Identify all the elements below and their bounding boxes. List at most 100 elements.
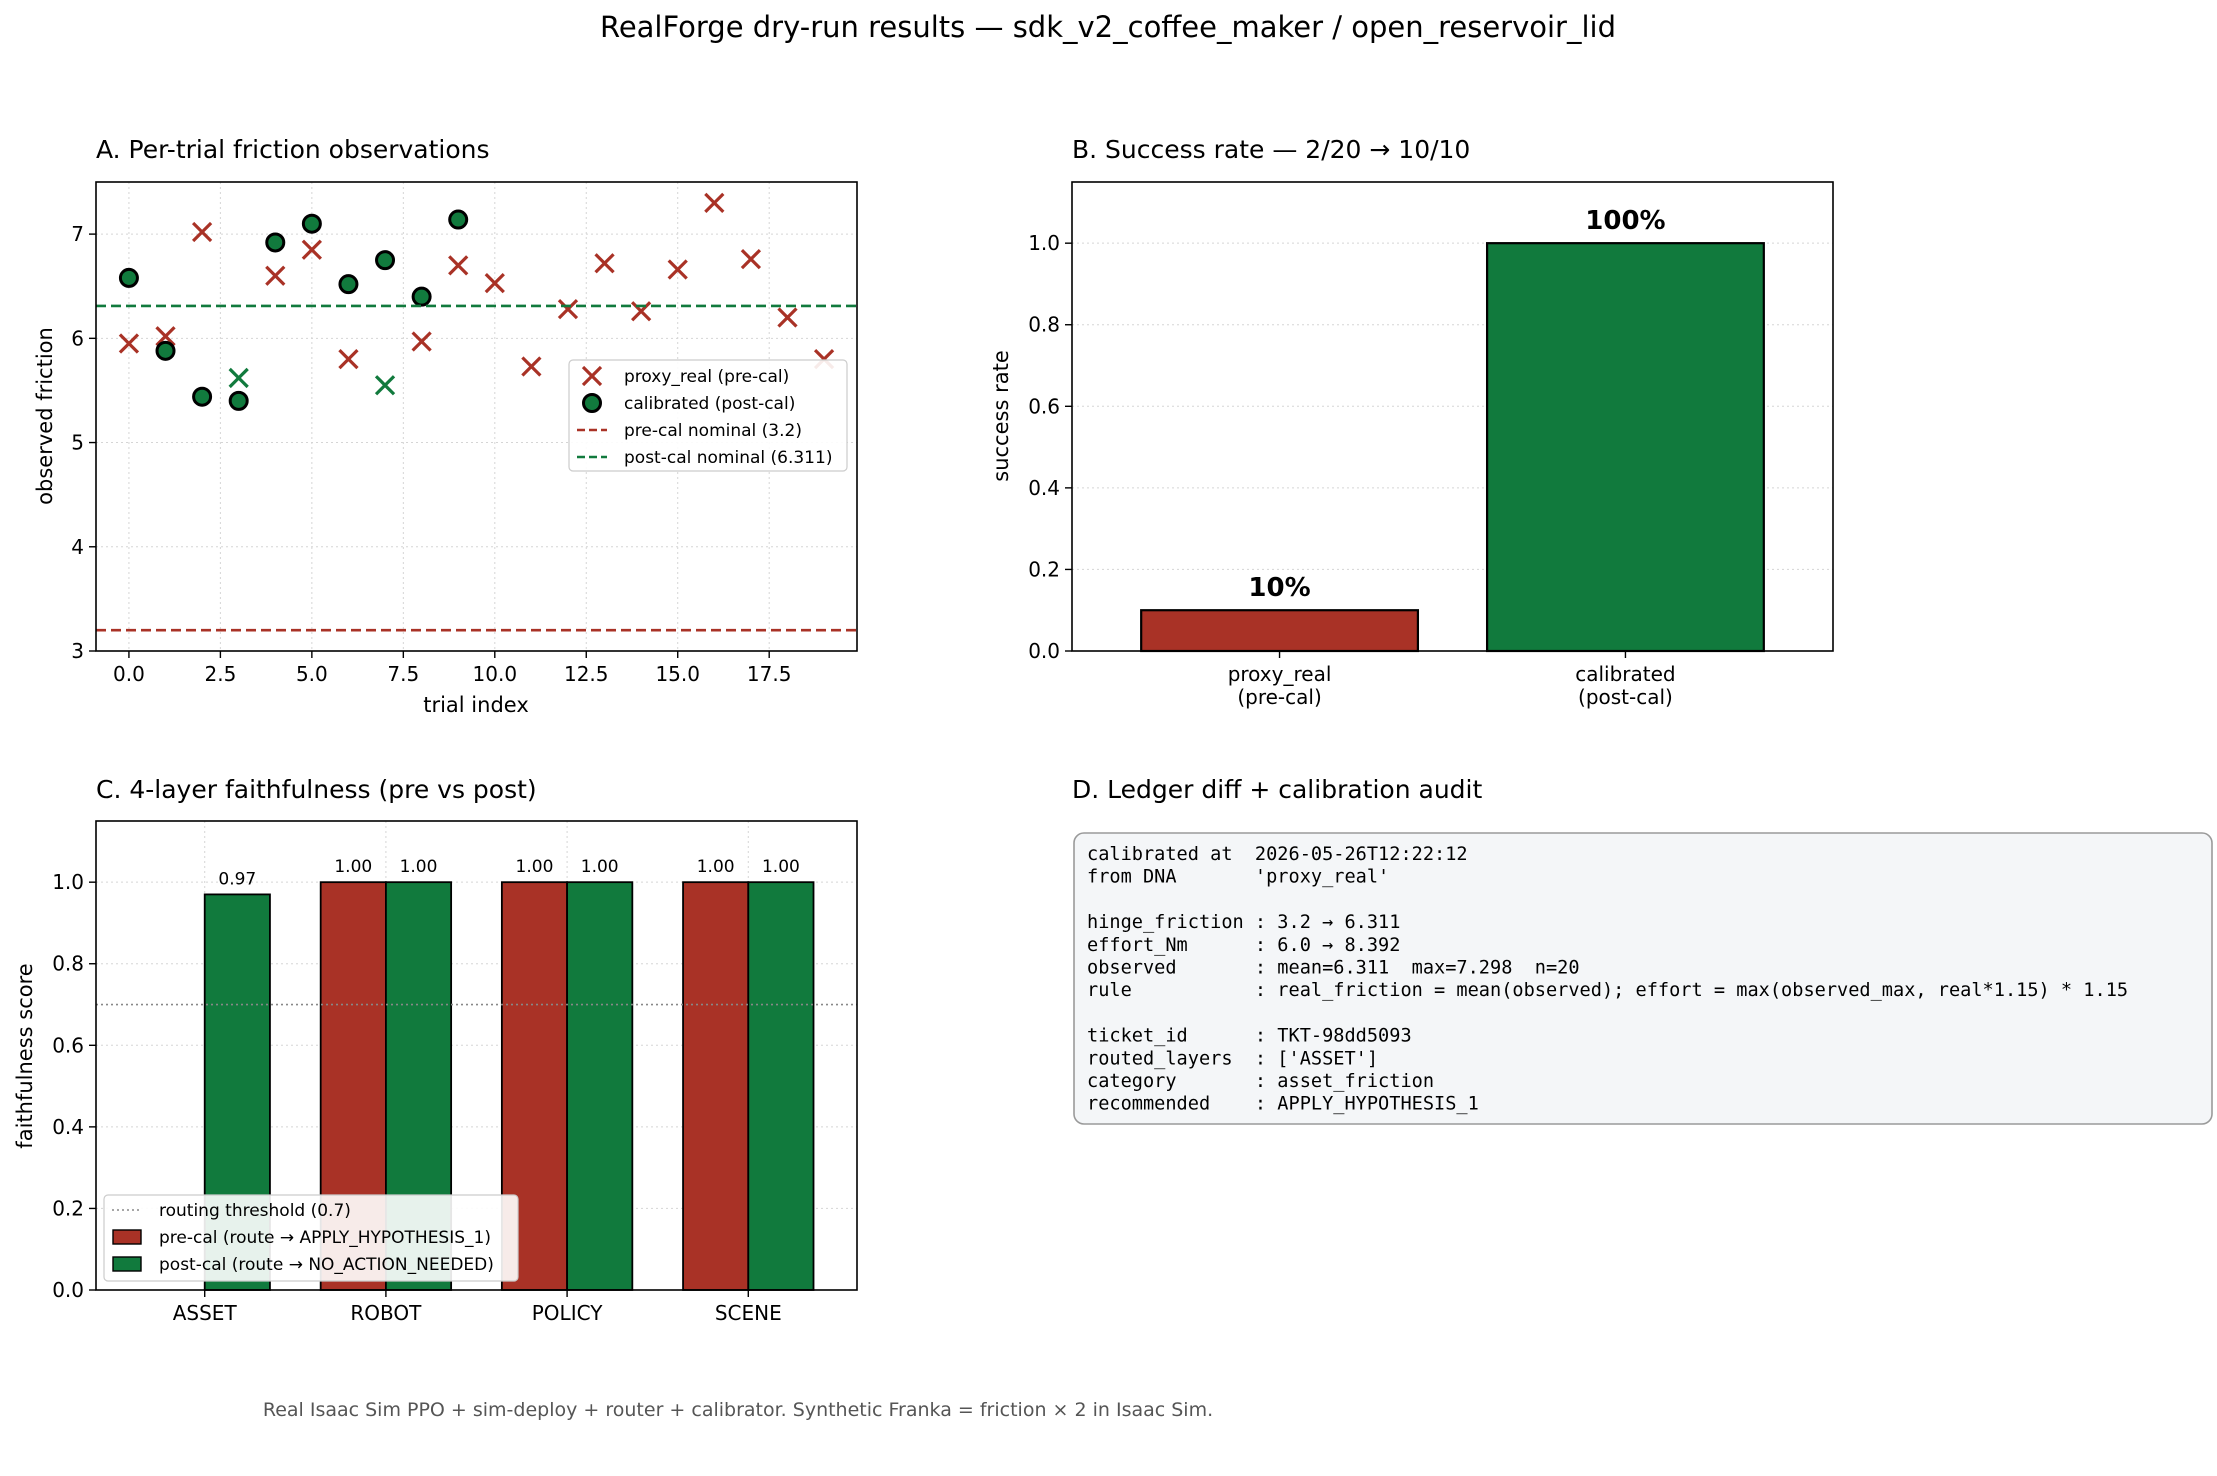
panel-a-circle-marker xyxy=(375,250,396,271)
panel-a-x-marker xyxy=(155,326,176,347)
panel-a-x-marker xyxy=(631,301,652,322)
panel-a-xtick-label: 15.0 xyxy=(655,662,700,686)
panel-d-audit: D. Ledger diff + calibration audit calib… xyxy=(1072,775,2213,1125)
panel-a-x-marker-stroke-2 xyxy=(594,253,615,274)
panel-a-x-marker xyxy=(448,255,469,276)
panel-a-ytick-label: 7 xyxy=(71,222,84,246)
audit-line: recommended : APPLY_HYPOTHESIS_1 xyxy=(1087,1094,1479,1115)
panel-b-ytick-label: 0.0 xyxy=(1028,639,1060,663)
panel-b-ytick-label: 0.4 xyxy=(1028,476,1060,500)
panel-a-scatter: A. Per-trial friction observations 0.0 2.… xyxy=(33,135,858,717)
panel-a-x-marker xyxy=(374,375,396,396)
panel-a-legend-x-swatch-stroke-2 xyxy=(581,365,603,387)
panel-a-xtick-label: 5.0 xyxy=(296,662,328,686)
panel-b-frame xyxy=(1071,181,1834,652)
panel-a-circle-marker xyxy=(192,386,213,407)
panel-a-x-marker xyxy=(521,356,542,377)
panel-b-xtick-label: calibrated xyxy=(1575,662,1675,686)
panel-a-circle-marker xyxy=(301,213,322,234)
panel-a-x-marker-stroke-2 xyxy=(777,307,798,328)
panel-a-x-marker-stroke-2 xyxy=(411,331,432,352)
panel-c-bar-label: 1.00 xyxy=(400,857,438,877)
panel-c-bar-label: 1.00 xyxy=(581,857,619,877)
audit-line: routed_layers : ['ASSET'] xyxy=(1087,1048,1378,1069)
panel-c-xtick-label: ASSET xyxy=(173,1301,238,1325)
panel-a-circle-marker xyxy=(118,267,139,288)
panel-a-x-marker xyxy=(191,221,213,243)
panel-a-ytick-label: 5 xyxy=(71,431,84,455)
audit-line: hinge_friction : 3.2 → 6.311 xyxy=(1087,912,1400,933)
audit-line: calibrated at 2026-05-26T12:22:12 xyxy=(1087,844,1468,865)
panel-a-x-marker-stroke-2 xyxy=(265,265,286,286)
panel-b-ytick-label: 0.8 xyxy=(1028,313,1060,337)
panel-b-ytick-label: 0.6 xyxy=(1028,394,1060,418)
panel-a-x-marker-stroke-2 xyxy=(374,375,396,396)
panel-a-frame xyxy=(95,181,858,652)
panel-a-x-marker-stroke-2 xyxy=(301,239,322,260)
panel-c-title: C. 4-layer faithfulness (pre vs post) xyxy=(96,775,537,804)
panel-b-value-label: 100% xyxy=(1585,206,1665,236)
panel-a-xtick-label: 12.5 xyxy=(564,662,609,686)
panel-c-frame xyxy=(95,820,858,1291)
panel-b-ytick-label: 0.2 xyxy=(1028,557,1060,581)
panel-b-xtick-label: proxy_real xyxy=(1228,662,1332,686)
panel-a-circle-marker xyxy=(228,390,249,411)
panel-c-legend-swatch xyxy=(112,1256,142,1272)
panel-a-x-marker xyxy=(557,299,579,320)
panel-a-x-marker-stroke-2 xyxy=(631,301,652,322)
panel-a-xtick-label: 0.0 xyxy=(113,662,145,686)
panel-c-bar xyxy=(747,881,815,1291)
panel-c-legend-label: routing threshold (0.7) xyxy=(159,1201,351,1221)
panel-c-bar-label: 1.00 xyxy=(334,857,372,877)
panel-a-x-marker xyxy=(667,259,688,280)
panel-a-xlabel: trial index xyxy=(423,693,529,717)
panel-c-ytick-label: 0.0 xyxy=(52,1278,84,1302)
panel-a-legend-label: pre-cal nominal (3.2) xyxy=(624,421,802,441)
panel-c-bar xyxy=(682,881,750,1291)
panel-a-circle-marker xyxy=(338,274,359,295)
panel-a-ytick-label: 4 xyxy=(71,535,84,559)
panel-a-circle-marker xyxy=(265,232,286,253)
panel-c-bar-label: 1.00 xyxy=(697,857,735,877)
panel-a-ytick-label: 3 xyxy=(71,639,84,663)
panel-c-bar-label: 0.97 xyxy=(218,869,256,889)
panel-a-legend: proxy_real (pre-cal) calibrated (post-cal… xyxy=(568,359,848,472)
panel-a-xtick-label: 10.0 xyxy=(473,662,518,686)
figure-title: RealForge dry-run results — sdk_v2_coffe… xyxy=(600,10,1616,44)
panel-a-x-marker-stroke-2 xyxy=(484,272,505,294)
panel-a-legend-label: calibrated (post-cal) xyxy=(624,394,795,414)
panel-c-xtick-label: SCENE xyxy=(715,1301,782,1325)
panel-a-x-marker-stroke-2 xyxy=(191,221,213,243)
panel-b-bar xyxy=(1485,242,1765,653)
panel-a-xtick-label: 7.5 xyxy=(387,662,419,686)
panel-c-bar-label: 1.00 xyxy=(516,857,554,877)
panel-a-x-marker-stroke-2 xyxy=(557,299,579,320)
panel-a-x-marker-stroke-2 xyxy=(228,367,249,389)
audit-line: effort_Nm : 6.0 → 8.392 xyxy=(1087,935,1400,956)
audit-line: observed : mean=6.311 max=7.298 n=20 xyxy=(1087,958,1580,979)
panel-c-legend-swatch xyxy=(112,1229,142,1245)
panel-a-x-marker xyxy=(484,272,505,294)
panel-a-circle-marker xyxy=(411,286,432,307)
panel-a-x-marker xyxy=(704,192,725,213)
panel-a-x-marker-stroke-2 xyxy=(521,356,542,377)
panel-c-legend: routing threshold (0.7) pre-cal (route → … xyxy=(103,1194,519,1282)
panel-a-legend-circle-swatch xyxy=(582,393,602,413)
panel-a-x-marker xyxy=(118,333,140,354)
panel-a-x-marker-stroke-2 xyxy=(704,192,725,213)
panel-a-x-marker xyxy=(228,367,249,389)
panel-c-bar xyxy=(566,881,634,1291)
panel-a-x-marker xyxy=(411,331,432,352)
panel-a-xtick-label: 2.5 xyxy=(204,662,236,686)
panel-b-xtick-label: (pre-cal) xyxy=(1237,685,1321,709)
panel-a-legend-box xyxy=(568,359,848,472)
panel-a-x-marker xyxy=(301,239,322,260)
panel-a-legend-x-swatch xyxy=(581,365,603,387)
panel-a-ylabel: observed friction xyxy=(33,327,57,505)
panel-a-x-marker xyxy=(777,307,798,328)
panel-a-x-marker xyxy=(338,349,359,370)
panel-a-title: A. Per-trial friction observations xyxy=(96,135,490,164)
panel-a-x-marker-stroke-2 xyxy=(740,248,762,270)
